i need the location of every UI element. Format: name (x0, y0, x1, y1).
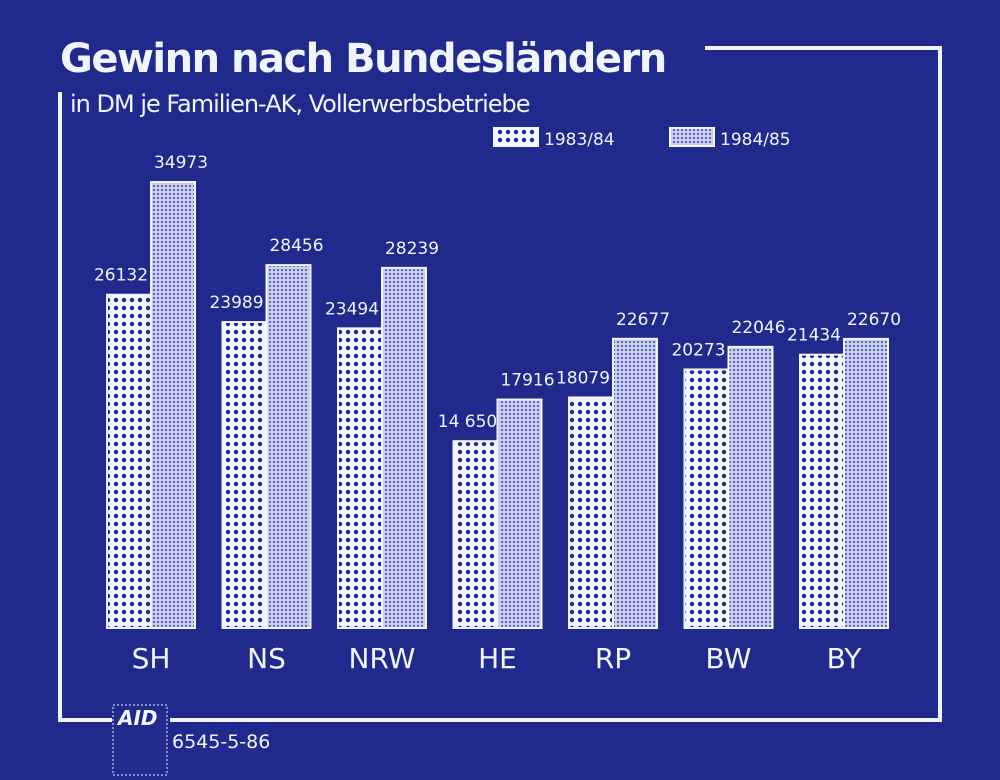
bar-sh-1983-84 (106, 293, 152, 629)
category-label: NRW (349, 642, 416, 675)
bar-ns-1984-85 (265, 264, 312, 629)
category-label: BW (706, 642, 752, 675)
chart-subtitle: in DM je Familien-AK, Vollerwerbsbetrieb… (70, 90, 530, 118)
chart-title: Gewinn nach Bundesländern (60, 36, 666, 82)
value-label: 26132 (94, 266, 148, 286)
value-label: 14 650 (438, 412, 497, 432)
value-label: 20273 (671, 340, 725, 360)
legend-swatch-1984 (669, 127, 715, 147)
value-label: 22677 (616, 310, 670, 330)
bar-nrw-1983-84 (337, 327, 383, 629)
value-label: 23989 (209, 293, 263, 313)
legend-label-1983: 1983/84 (544, 130, 615, 150)
bar-sh-1984-85 (150, 181, 196, 629)
footer: AID 6545-5-86 (112, 704, 270, 776)
aid-logo: AID (116, 706, 158, 730)
bar-by-1984-85 (843, 337, 889, 629)
legend: 1983/84 1984/85 (493, 127, 791, 150)
aid-logo-box (112, 704, 168, 776)
category-label: BY (827, 642, 863, 675)
value-label: 28456 (269, 236, 323, 256)
bar-by-1983-84 (799, 353, 845, 629)
category-label: RP (595, 642, 631, 675)
value-label: 17916 (500, 371, 554, 391)
value-label: 21434 (787, 326, 841, 346)
legend-label-1984: 1984/85 (720, 130, 791, 150)
bar-nrw-1984-85 (381, 266, 427, 629)
value-label: 23494 (325, 299, 379, 319)
bar-rp-1984-85 (612, 337, 658, 629)
value-label: 22046 (731, 318, 785, 338)
frame (58, 46, 942, 722)
footer-code: 6545-5-86 (172, 731, 270, 753)
category-label: NS (247, 642, 286, 675)
bar-he-1984-85 (496, 398, 543, 629)
category-label: HE (478, 642, 517, 675)
bar-bw-1984-85 (727, 345, 774, 629)
bar-ns-1983-84 (221, 321, 268, 629)
value-label: 18079 (556, 368, 610, 388)
bar-he-1983-84 (452, 440, 499, 629)
legend-swatch-1983 (493, 127, 539, 147)
bar-bw-1983-84 (683, 368, 730, 629)
value-label: 22670 (847, 310, 901, 330)
value-label: 34973 (154, 153, 208, 173)
bar-rp-1983-84 (568, 396, 614, 629)
value-label: 28239 (385, 239, 439, 259)
category-label: SH (132, 642, 171, 675)
